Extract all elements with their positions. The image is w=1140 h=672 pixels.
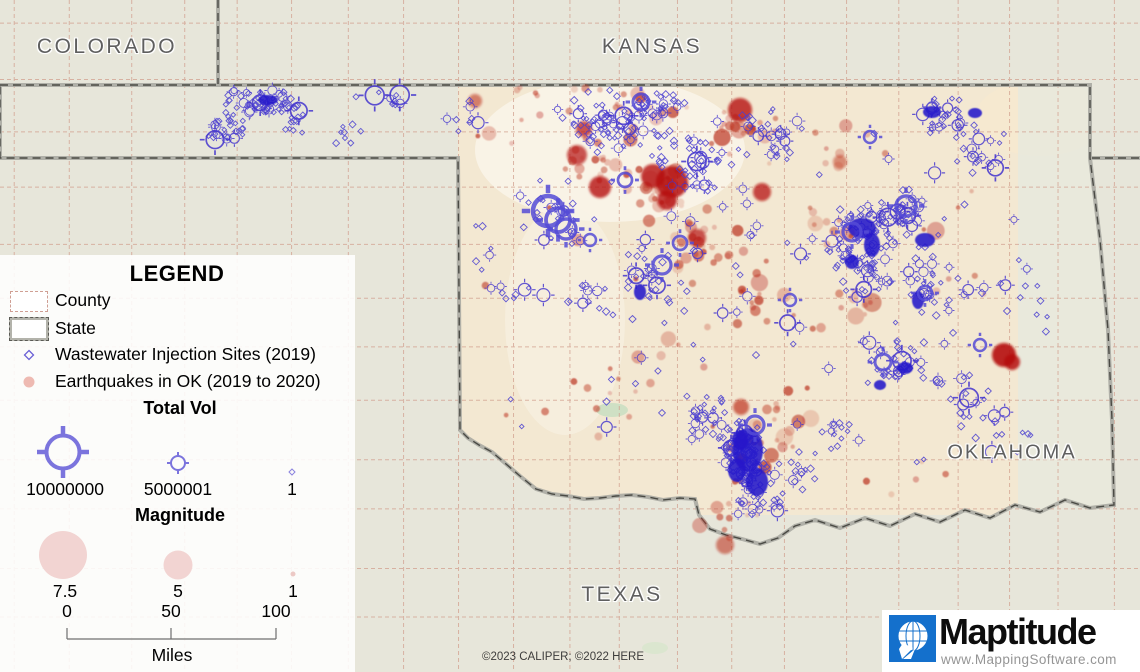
state-label-kansas: KANSAS — [601, 35, 703, 58]
scale-tick-100: 100 — [261, 601, 291, 621]
legend-title: LEGEND — [129, 261, 225, 286]
total-vol-label-max: 10000000 — [26, 479, 104, 499]
total-vol-label-mid: 5000001 — [143, 479, 213, 499]
mapping-software-link[interactable]: www.MappingSoftware.com — [941, 652, 1117, 667]
scale-unit-label: Miles — [151, 645, 193, 665]
magnitude-heading: Magnitude — [135, 505, 225, 525]
copyright-text: ©2023 CALIPER; ©2022 HERE — [481, 651, 645, 663]
scale-tick-50: 50 — [161, 601, 181, 621]
magnitude-label-max: 7.5 — [52, 581, 78, 601]
state-label-oklahoma: OKLAHOMA — [947, 441, 1077, 464]
total-vol-symbol-small — [288, 468, 296, 476]
total-vol-label-min: 1 — [287, 479, 297, 499]
total-vol-symbol-large — [37, 426, 89, 478]
total-vol-heading: Total Vol — [143, 398, 217, 418]
magnitude-label-mid: 5 — [173, 581, 183, 601]
magnitude-symbol-large — [39, 531, 87, 579]
legend-item-earthquakes: Earthquakes in OK (2019 to 2020) — [55, 371, 321, 391]
magnitude-symbol-small — [290, 571, 296, 577]
logo-wordmark: Maptitude — [939, 611, 1097, 652]
magnitude-symbol-medium — [163, 550, 193, 580]
maptitude-globe-icon — [889, 615, 936, 662]
state-swatch — [9, 317, 49, 341]
legend-item-county: County — [55, 290, 111, 310]
earthquake-icon — [23, 376, 35, 388]
total-vol-symbol-medium — [167, 452, 189, 474]
injection-site-icon — [23, 349, 35, 361]
scale-tick-0: 0 — [62, 601, 72, 621]
legend-panel[interactable]: LEGEND County State Wastewater Injection… — [0, 255, 355, 672]
magnitude-label-min: 1 — [288, 581, 298, 601]
state-label-texas: TEXAS — [581, 583, 663, 606]
scale-bar — [66, 628, 277, 640]
legend-item-injection-sites: Wastewater Injection Sites (2019) — [55, 344, 316, 364]
county-swatch — [10, 291, 48, 312]
maptitude-logo[interactable]: Maptitude www.MappingSoftware.com — [882, 610, 1140, 672]
legend-item-state: State — [55, 318, 96, 338]
state-label-colorado: COLORADO — [36, 35, 178, 58]
